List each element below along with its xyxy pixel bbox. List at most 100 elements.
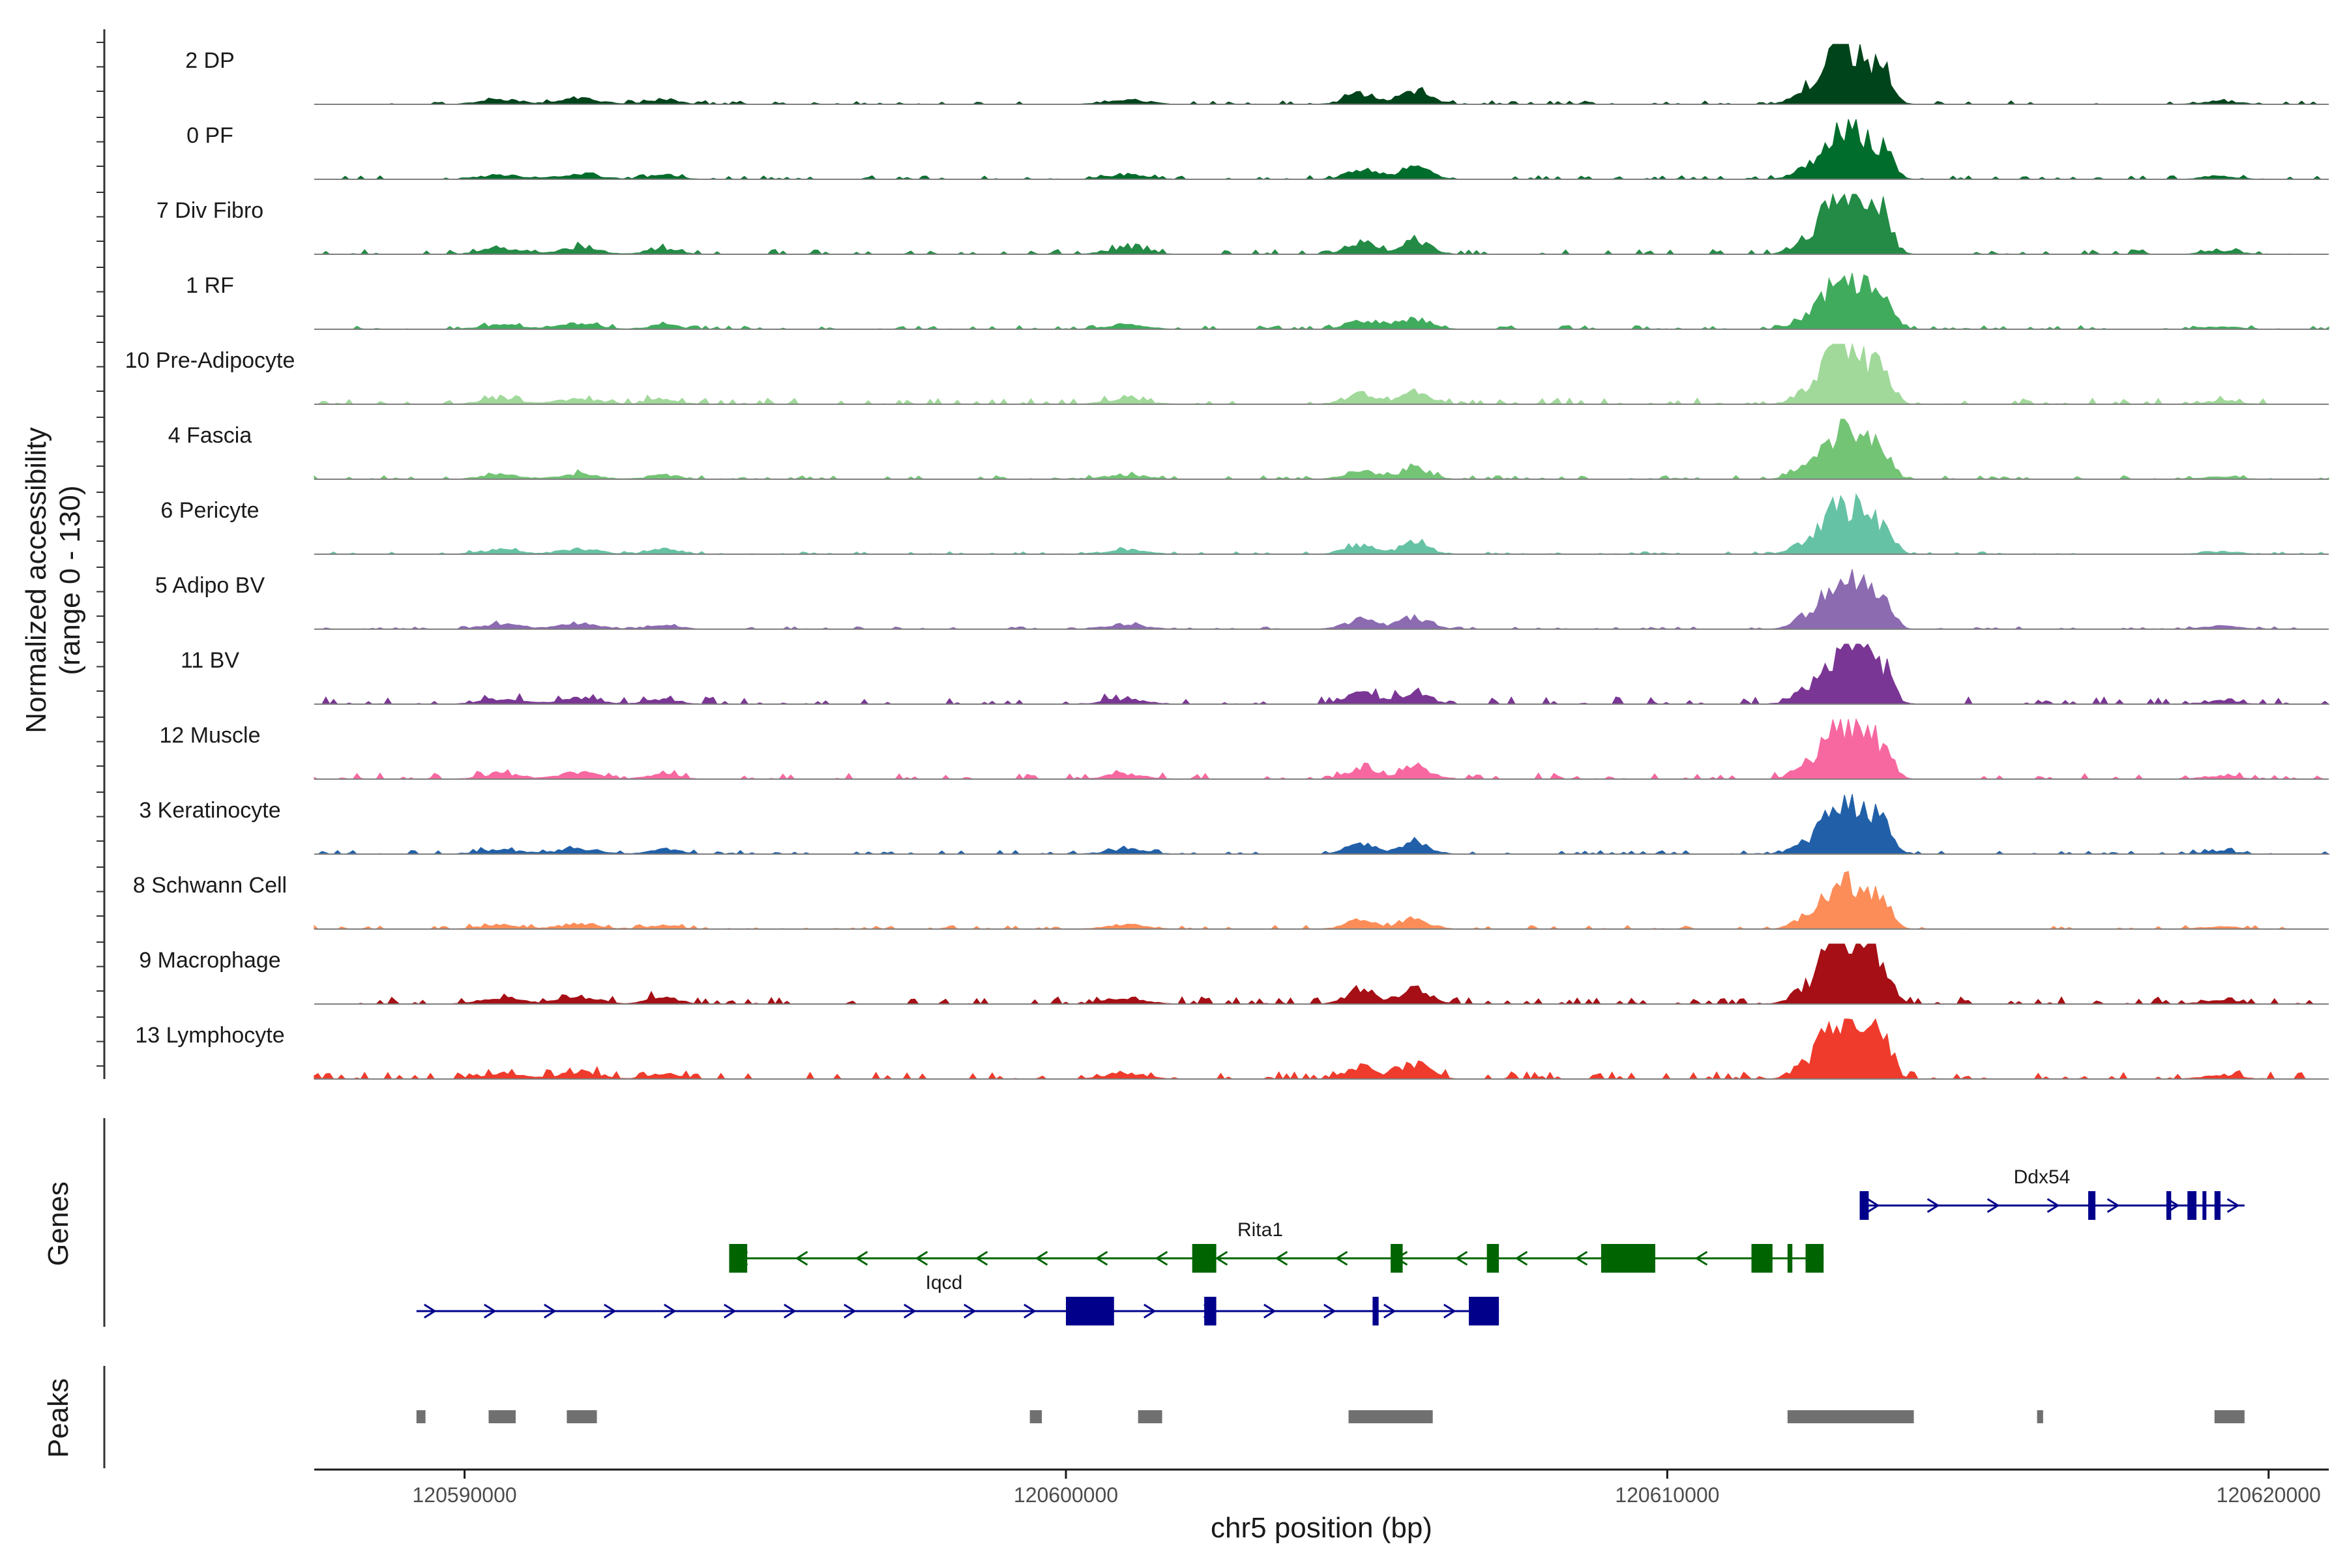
coverage-y-axis-ticks (96, 42, 104, 1067)
coverage-area (314, 569, 2329, 630)
track-label: 2 DP (185, 48, 235, 73)
track-label: 8 Schwann Cell (133, 873, 287, 898)
strand-chevron (784, 1303, 797, 1319)
coverage-area (314, 342, 2329, 405)
strand-chevron (1383, 1303, 1396, 1319)
exon (1486, 1244, 1499, 1273)
track-label: 6 Pericyte (160, 498, 259, 523)
coverage-area (314, 793, 2331, 855)
coverage-track: 13 Lymphocyte (135, 1018, 2329, 1080)
strand-chevron (1275, 1250, 1288, 1266)
strand-chevron (604, 1303, 617, 1319)
track-label: 5 Adipo BV (155, 573, 265, 598)
track-label: 13 Lymphocyte (135, 1023, 284, 1048)
strand-chevron (1095, 1250, 1108, 1266)
coverage-track: 7 Div Fibro (156, 192, 2329, 255)
exon (1391, 1244, 1403, 1273)
strand-chevron (1335, 1250, 1348, 1266)
coverage-area (314, 718, 2329, 780)
strand-chevron (855, 1250, 868, 1266)
track-label: 12 Muscle (160, 723, 261, 748)
strand-chevron (1024, 1303, 1037, 1319)
x-tick-label: 120610000 (1615, 1483, 1719, 1507)
exon (1601, 1244, 1655, 1273)
x-tick-label: 120620000 (2217, 1483, 2321, 1507)
strand-chevron (1155, 1250, 1168, 1266)
strand-chevron (964, 1303, 977, 1319)
coverage-track: 5 Adipo BV (155, 569, 2329, 630)
coverage-area (314, 44, 2329, 105)
strand-chevron (1574, 1250, 1588, 1266)
coverage-track: 9 Macrophage (139, 943, 2329, 1005)
strand-chevron (904, 1303, 917, 1319)
track-label: 11 BV (181, 648, 239, 673)
exon (1787, 1244, 1793, 1273)
coverage-track: 3 Keratinocyte (139, 793, 2331, 855)
exon (2202, 1191, 2207, 1220)
track-label: 10 Pre-Adipocyte (125, 348, 295, 373)
peak-region (1138, 1410, 1162, 1423)
gene-ddx54: Ddx54 (1859, 1166, 2245, 1220)
strand-chevron (484, 1303, 497, 1319)
peak-region (488, 1410, 516, 1423)
genes-track-title: Genes (42, 1181, 74, 1266)
strand-chevron (1263, 1303, 1277, 1319)
strand-chevron (424, 1303, 437, 1319)
strand-chevron (1514, 1250, 1528, 1266)
peak-region (2037, 1410, 2043, 1423)
peaks-track-title: Peaks (42, 1378, 74, 1458)
x-tick-label: 120600000 (1014, 1483, 1118, 1507)
track-label: 1 RF (186, 273, 234, 298)
strand-chevron (724, 1303, 737, 1319)
exon (1751, 1244, 1773, 1273)
strand-chevron (1144, 1303, 1157, 1319)
exon (1372, 1297, 1379, 1325)
strand-chevron (664, 1303, 677, 1319)
peak-region (2214, 1410, 2245, 1423)
coverage-track: 0 PF (186, 119, 2329, 180)
coverage-tracks: 2 DP 0 PF 7 Div Fibro 1 RF 10 Pre-Adipocyte 4… (125, 44, 2331, 1080)
coverage-track: 6 Pericyte (160, 493, 2329, 555)
x-axis-ticks: 120590000 120600000 120610000 120620000 (413, 1470, 2321, 1507)
track-label: 3 Keratinocyte (139, 798, 280, 823)
coverage-track: 11 BV (181, 643, 2330, 705)
peak-region (1787, 1410, 1914, 1423)
x-tick-label: 120590000 (413, 1483, 517, 1507)
peak-region (567, 1410, 597, 1423)
gene-label: Rita1 (1237, 1219, 1283, 1241)
track-label: 4 Fascia (168, 423, 252, 448)
strand-chevron (1694, 1250, 1708, 1266)
strand-chevron (1323, 1303, 1336, 1319)
strand-chevron (844, 1303, 857, 1319)
coverage-area (314, 192, 2329, 255)
exon (2187, 1191, 2197, 1220)
coverage-area (314, 119, 2329, 180)
coverage-track: 8 Schwann Cell (133, 870, 2329, 930)
exon (1859, 1191, 1869, 1220)
strand-chevron (2106, 1198, 2120, 1213)
track-label: 0 PF (186, 123, 233, 148)
exon (2088, 1191, 2096, 1220)
strand-chevron (1926, 1198, 1940, 1213)
strand-chevron (1867, 1198, 1880, 1213)
strand-chevron (1443, 1303, 1456, 1319)
gene-label: Ddx54 (2014, 1166, 2071, 1188)
track-label: 7 Div Fibro (156, 198, 263, 223)
strand-chevron (544, 1303, 557, 1319)
gene-rita1: Rita1 (729, 1219, 1824, 1273)
peak-region (1029, 1410, 1042, 1423)
exon (1065, 1297, 1114, 1325)
coverage-area (314, 273, 2329, 330)
coverage-area (314, 870, 2329, 930)
x-axis-title: chr5 position (bp) (1211, 1512, 1432, 1544)
peak-region (416, 1410, 426, 1423)
peak-region (1348, 1410, 1433, 1423)
strand-chevron (795, 1250, 808, 1266)
coverage-area (314, 1018, 2329, 1080)
coverage-track: 10 Pre-Adipocyte (125, 342, 2329, 405)
coverage-area (314, 943, 2329, 1005)
strand-chevron (975, 1250, 988, 1266)
y-axis-range: (range 0 - 130) (54, 485, 86, 675)
